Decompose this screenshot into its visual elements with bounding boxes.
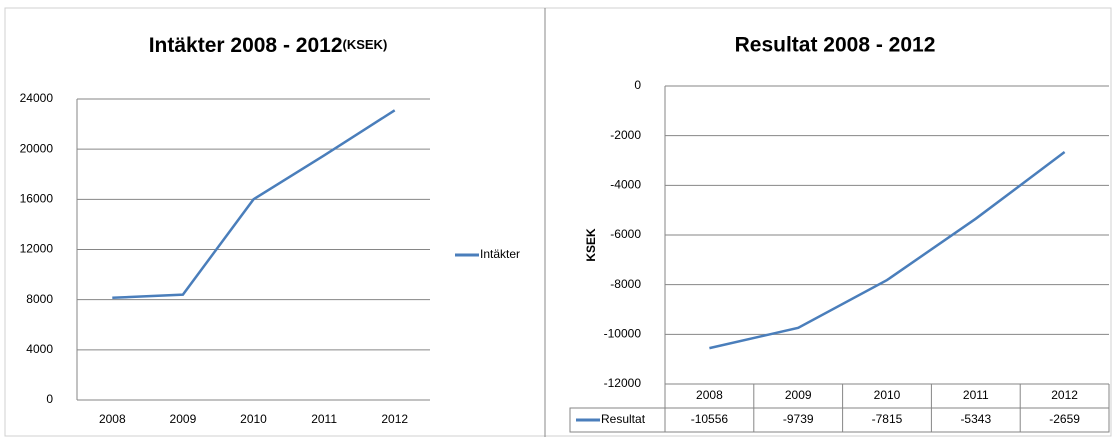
- series-line: [112, 109, 396, 300]
- x-tick-label: 2009: [785, 388, 812, 402]
- table-value: -10556: [691, 412, 729, 426]
- y-tick-label: -2000: [610, 128, 641, 142]
- x-tick-label: 2011: [963, 388, 989, 402]
- x-tick-label: 2010: [874, 388, 901, 402]
- y-tick-label: 8000: [26, 292, 53, 306]
- table-value: -5343: [960, 412, 991, 426]
- x-tick-label: 2008: [696, 388, 723, 402]
- x-tick-label: 2012: [1051, 388, 1078, 402]
- y-tick-label: -6000: [610, 227, 641, 241]
- y-tick-label: 12000: [20, 242, 54, 256]
- y-tick-label: -12000: [604, 376, 642, 390]
- x-tick-label: 2011: [311, 412, 337, 426]
- series-line: [709, 151, 1066, 350]
- y-axis-label: KSEK: [584, 228, 598, 262]
- chart-title: Intäkter 2008 - 2012(KSEK): [149, 34, 388, 57]
- x-tick-label: 2010: [240, 412, 267, 426]
- x-tick-label: 2008: [99, 412, 126, 426]
- chart-title: Resultat 2008 - 2012: [735, 34, 936, 57]
- y-tick-label: -8000: [610, 277, 641, 291]
- table-value: -7815: [872, 412, 903, 426]
- title-unit: (KSEK): [343, 37, 388, 52]
- y-tick-label: 0: [634, 78, 641, 92]
- legend-label: Resultat: [601, 412, 646, 426]
- y-tick-label: -10000: [604, 327, 642, 341]
- title-main: Intäkter 2008 - 2012: [149, 34, 343, 57]
- y-tick-label: 4000: [26, 342, 53, 356]
- y-tick-label: 24000: [20, 91, 54, 105]
- legend-label: Intäkter: [480, 247, 520, 261]
- y-tick-label: -4000: [610, 178, 641, 192]
- frame: [4, 7, 1112, 437]
- y-tick-label: 0: [46, 392, 53, 406]
- x-tick-label: 2009: [170, 412, 197, 426]
- data-table: [569, 407, 1110, 433]
- x-tick-label: 2012: [381, 412, 408, 426]
- table-value: -2659: [1049, 412, 1080, 426]
- y-tick-label: 20000: [20, 141, 54, 155]
- y-tick-label: 16000: [20, 192, 54, 206]
- table-value: -9739: [783, 412, 814, 426]
